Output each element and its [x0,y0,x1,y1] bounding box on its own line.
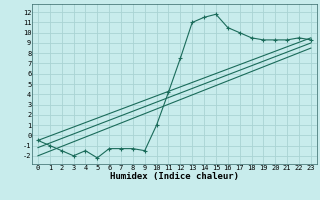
X-axis label: Humidex (Indice chaleur): Humidex (Indice chaleur) [110,172,239,181]
